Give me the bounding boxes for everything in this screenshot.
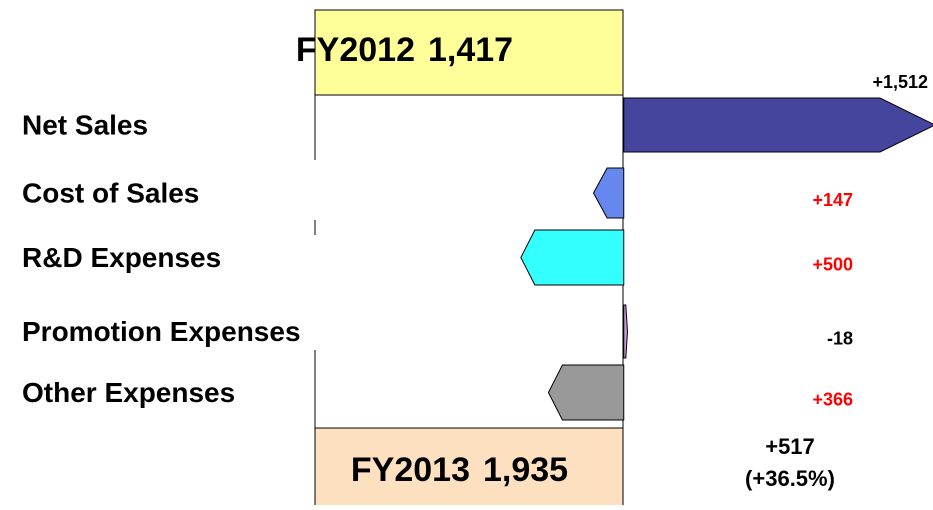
end-value: 1,935 [483, 451, 568, 489]
start-box [314, 9, 624, 96]
end-box [314, 427, 624, 509]
value-label: +147 [812, 190, 853, 210]
value-label: -18 [827, 328, 853, 348]
bar [623, 304, 628, 359]
change-label: +517 [765, 434, 815, 459]
bar [623, 97, 933, 153]
value-label: +500 [812, 254, 853, 274]
category-label: Net Sales [22, 109, 148, 140]
category-label: Promotion Expenses [22, 316, 301, 347]
end-label: FY2013 [351, 451, 470, 489]
category-label: R&D Expenses [22, 242, 221, 273]
start-value: 1,417 [428, 31, 513, 69]
bar [547, 364, 625, 421]
bar [592, 167, 625, 219]
category-label: Cost of Sales [22, 177, 199, 208]
bar [520, 229, 625, 286]
start-label: FY2012 [296, 31, 415, 69]
change-percent: (+36.5%) [745, 466, 835, 491]
value-label: +1,512 [872, 72, 928, 92]
value-label: +366 [812, 389, 853, 409]
category-label: Other Expenses [22, 377, 235, 408]
